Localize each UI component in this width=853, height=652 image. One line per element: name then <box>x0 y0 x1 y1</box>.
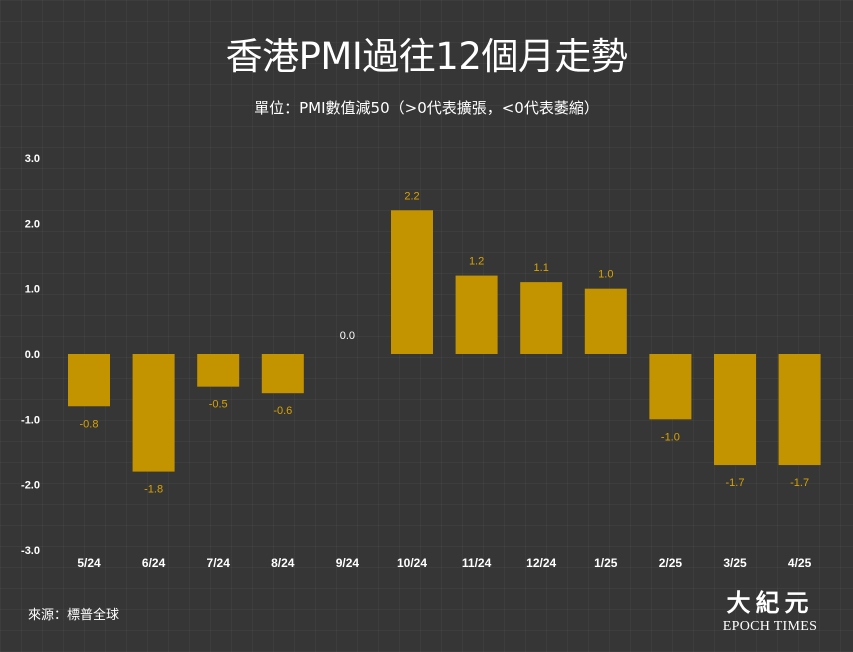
chart-title: 香港PMI過往12個月走勢 <box>225 35 628 78</box>
y-tick-label: 1.0 <box>25 284 40 296</box>
bars <box>68 210 821 472</box>
value-label: 1.2 <box>469 256 484 268</box>
value-label: -1.7 <box>790 477 809 489</box>
x-tick-label: 8/24 <box>271 556 295 570</box>
bar <box>197 354 240 387</box>
value-label: -0.6 <box>273 405 292 417</box>
bar <box>520 282 563 354</box>
x-tick-label: 2/25 <box>659 556 683 570</box>
y-tick-label: 2.0 <box>25 218 40 230</box>
bar <box>455 275 498 354</box>
chart-subtitle: 單位：PMI數值減50（>0代表擴張，<0代表萎縮） <box>254 99 599 117</box>
y-tick-label: -1.0 <box>21 414 40 426</box>
bar <box>714 354 756 466</box>
y-tick-label: 3.0 <box>25 153 40 165</box>
x-tick-label: 3/25 <box>723 556 747 570</box>
value-label: 1.1 <box>534 262 549 274</box>
bar <box>68 354 110 407</box>
logo-chinese-text: 大紀元 <box>726 588 814 617</box>
y-tick-label: -2.0 <box>21 480 40 492</box>
x-tick-label: 4/25 <box>788 556 812 570</box>
y-tick-label: -3.0 <box>21 545 40 557</box>
bar <box>391 210 433 354</box>
value-label: -1.8 <box>144 484 163 496</box>
bar <box>132 354 175 472</box>
y-axis-ticks: 3.0 2.0 1.0 0.0 -1.0 -2.0 -3.0 <box>21 153 40 557</box>
value-label: 2.2 <box>404 190 419 202</box>
x-tick-label: 7/24 <box>207 556 231 570</box>
bar <box>584 288 627 354</box>
x-tick-label: 5/24 <box>77 556 101 570</box>
x-tick-label: 12/24 <box>526 556 556 570</box>
value-labels: -0.8 -1.8 -0.5 -0.6 0.0 2.2 1.2 1.1 1.0 -1.0 -1.7 -… <box>80 190 810 495</box>
source-note: 來源：標普全球 <box>28 608 120 623</box>
x-tick-label: 11/24 <box>462 556 492 570</box>
logo-english-text: EPOCH TIMES <box>722 619 818 634</box>
value-label: -0.8 <box>80 418 99 430</box>
value-label: -0.5 <box>209 399 228 411</box>
x-tick-label: 6/24 <box>142 556 166 570</box>
value-label: -1.0 <box>661 431 680 443</box>
bar <box>778 354 821 466</box>
x-axis-ticks: 5/24 6/24 7/24 8/24 9/24 10/24 11/24 12/24 1/25 2… <box>77 556 811 570</box>
x-tick-label: 1/25 <box>594 556 618 570</box>
y-tick-label: 0.0 <box>25 349 40 361</box>
x-tick-label: 10/24 <box>397 556 427 570</box>
bar <box>261 354 304 394</box>
value-label: 0.0 <box>340 330 355 342</box>
bar <box>649 354 692 420</box>
value-label: 1.0 <box>598 269 613 281</box>
epoch-times-logo: 大紀元 EPOCH TIMES <box>718 589 822 635</box>
x-tick-label: 9/24 <box>336 556 360 570</box>
value-label: -1.7 <box>726 477 745 489</box>
